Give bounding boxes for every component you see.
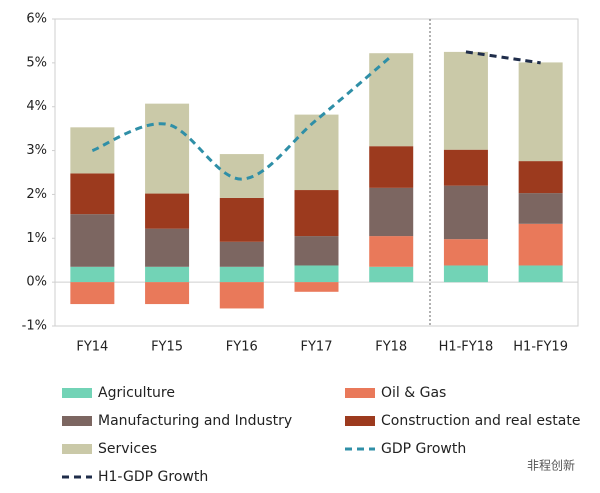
bar-segment: [443, 149, 488, 186]
legend-swatch: [62, 388, 92, 398]
x-tick-label: FY16: [226, 340, 258, 355]
y-tick-label: -1%: [22, 319, 47, 334]
x-tick-label: H1-FY19: [513, 340, 568, 355]
plot-frame: [54, 18, 579, 327]
bar-segment: [369, 53, 414, 147]
x-tick-label: FY14: [76, 340, 108, 355]
y-tick-label: 1%: [26, 231, 47, 246]
legend-label: Agriculture: [98, 385, 175, 401]
x-tick-label: FY17: [301, 340, 333, 355]
legend-label: Oil & Gas: [381, 385, 446, 401]
legend-label: Manufacturing and Industry: [98, 413, 292, 429]
bar-segment: [70, 266, 115, 283]
bar-segment: [518, 161, 563, 194]
bar-segment: [145, 103, 190, 194]
y-tick-label: 6%: [26, 12, 47, 27]
legend-swatch: [62, 416, 92, 426]
bar-segment: [294, 265, 339, 283]
bar-segment: [70, 282, 115, 305]
bar-segment: [70, 214, 115, 267]
x-tick-label: FY15: [151, 340, 183, 355]
x-tick-label: H1-FY18: [439, 340, 494, 355]
y-tick-label: 4%: [26, 99, 47, 114]
bar-segment: [443, 185, 488, 240]
bar-segment: [294, 236, 339, 266]
bar-segment: [219, 241, 264, 267]
bar-segment: [518, 265, 563, 283]
bar-segment: [70, 173, 115, 215]
bar-segment: [443, 239, 488, 266]
bar-segment: [294, 190, 339, 237]
legend-label: GDP Growth: [381, 441, 466, 457]
watermark: 非程创新: [527, 458, 575, 473]
line-series: [91, 55, 393, 181]
bar-segment: [145, 266, 190, 283]
bar-segment: [294, 282, 339, 292]
legend-swatch: [345, 416, 375, 426]
y-tick-label: 2%: [26, 187, 47, 202]
bar-segment: [219, 282, 264, 309]
bar-segment: [219, 266, 264, 283]
legend-label: Construction and real estate: [381, 413, 580, 429]
bar-segment: [145, 228, 190, 267]
y-tick-label: 3%: [26, 143, 47, 158]
bar-segment: [294, 114, 339, 191]
bar-segment: [369, 266, 414, 283]
y-tick-label: 0%: [26, 275, 47, 290]
line-series: [465, 50, 541, 65]
legend-label: Services: [98, 441, 157, 457]
y-tick-label: 5%: [26, 55, 47, 70]
bar-segment: [518, 223, 563, 266]
legend-swatch: [345, 388, 375, 398]
bar-segment: [219, 197, 264, 242]
legend-label: H1-GDP Growth: [98, 469, 208, 485]
bar-segment: [518, 62, 563, 162]
bar-segment: [145, 193, 190, 229]
bar-segment: [369, 146, 414, 188]
bar-segment: [145, 282, 190, 305]
bar-segment: [369, 236, 414, 267]
legend-swatch: [62, 444, 92, 454]
bar-segment: [443, 265, 488, 283]
x-tick-label: FY18: [375, 340, 407, 355]
bar-segment: [443, 51, 488, 150]
bar-segment: [369, 187, 414, 237]
bar-segment: [219, 154, 264, 198]
bar-segment: [518, 193, 563, 224]
